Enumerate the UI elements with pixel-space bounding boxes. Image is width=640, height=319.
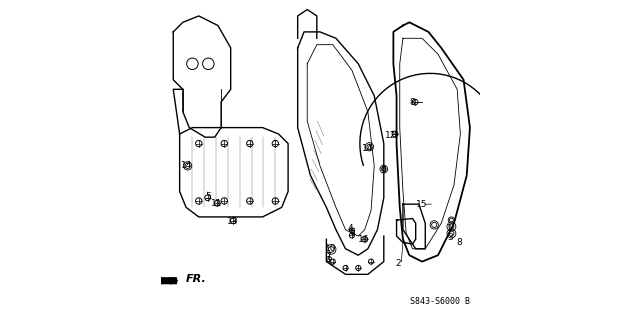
Text: 1: 1 — [447, 224, 453, 233]
Text: 6: 6 — [349, 228, 355, 237]
Text: 16: 16 — [358, 235, 369, 244]
Text: 10: 10 — [324, 244, 336, 253]
Text: 13: 13 — [227, 217, 238, 226]
Text: 15: 15 — [417, 200, 428, 209]
Text: S843-S6000 B: S843-S6000 B — [410, 297, 470, 306]
Text: 7: 7 — [325, 252, 331, 261]
Text: 8: 8 — [410, 98, 415, 107]
Text: 5: 5 — [205, 192, 211, 201]
FancyArrow shape — [154, 276, 177, 285]
Text: FR.: FR. — [186, 274, 207, 284]
Text: 14: 14 — [362, 144, 373, 153]
Text: 4: 4 — [348, 224, 353, 233]
Text: 12: 12 — [385, 131, 397, 140]
Text: 11: 11 — [211, 199, 222, 208]
Text: 2: 2 — [396, 259, 401, 268]
Text: 3: 3 — [447, 233, 453, 242]
Text: 8: 8 — [456, 238, 461, 247]
Text: 9: 9 — [380, 166, 386, 175]
Text: 14: 14 — [181, 161, 193, 170]
